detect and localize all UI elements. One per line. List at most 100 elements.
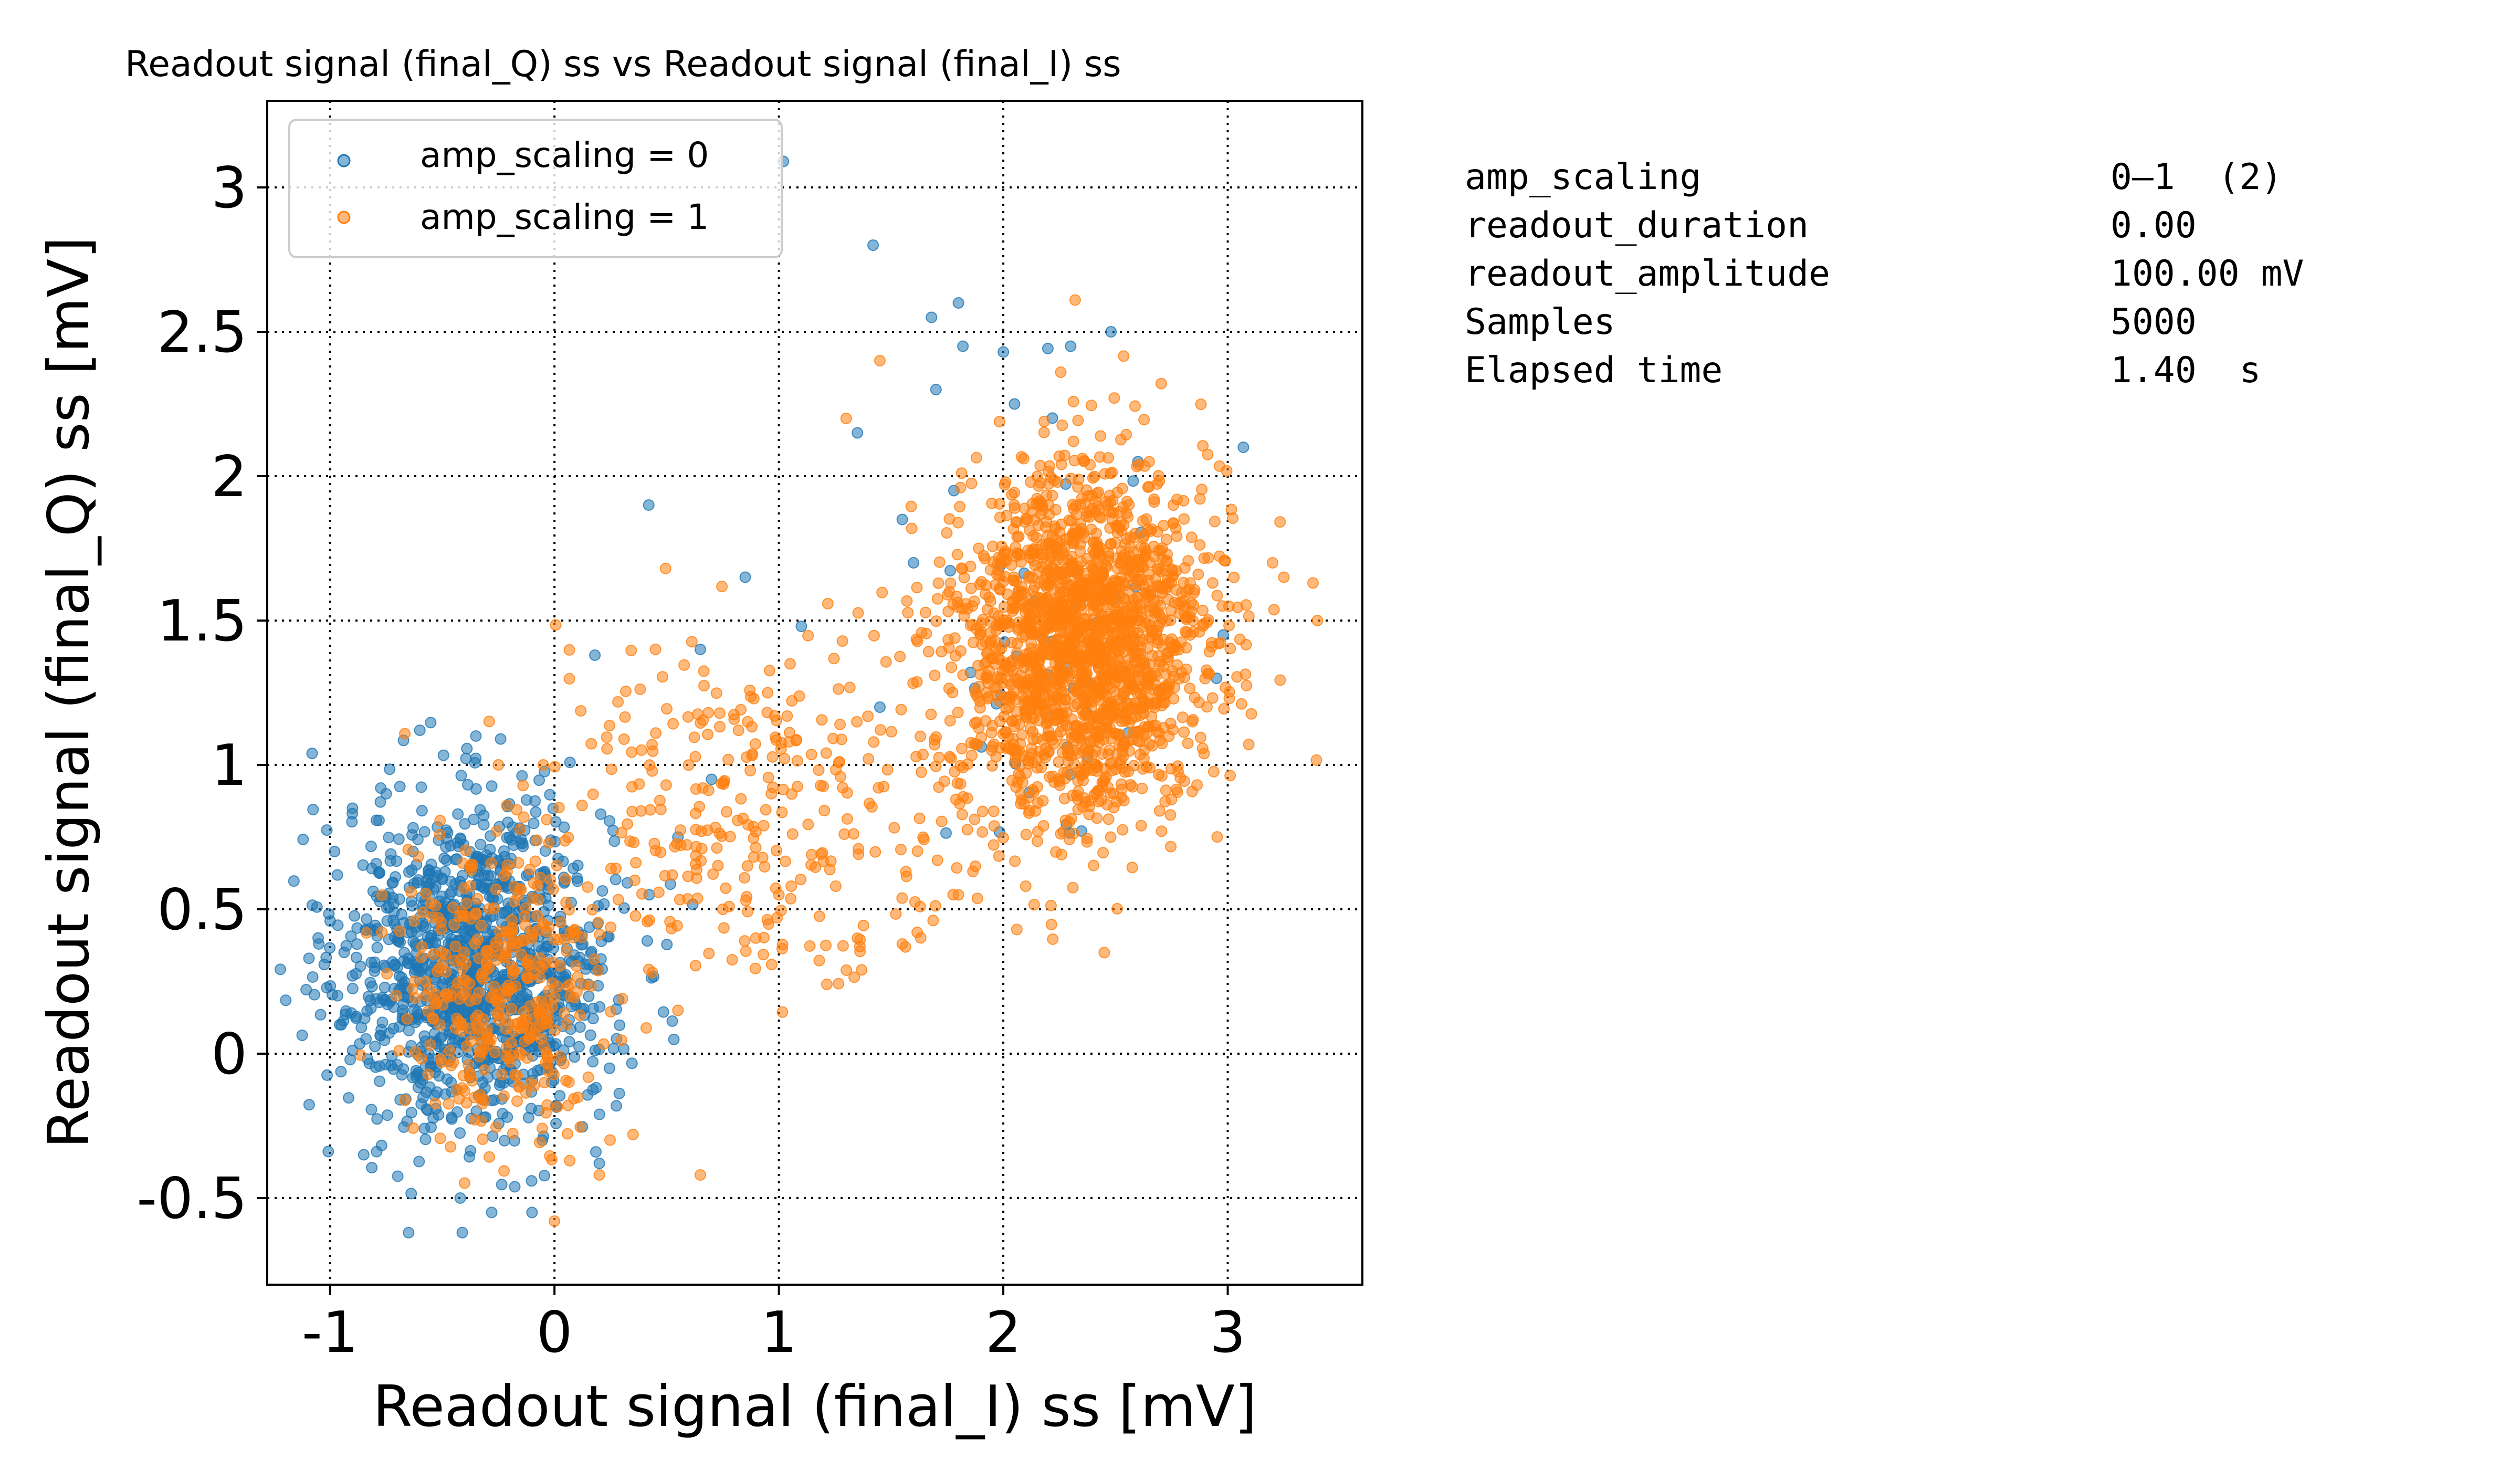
scatter-point [466,1075,478,1087]
scatter-point [1194,539,1206,551]
scatter-point [539,1170,550,1182]
scatter-point [1126,862,1138,874]
scatter-point [864,797,875,810]
scatter-point [1167,517,1179,529]
scatter-point [661,703,673,715]
scatter-point [593,1158,605,1169]
scatter-point [1206,577,1219,589]
scatter-point [460,752,472,764]
scatter-point [437,978,449,990]
scatter-point [1032,826,1044,838]
scatter-point [851,716,863,728]
scatter-point [833,978,845,990]
scatter-point [1006,603,1018,614]
scatter-point [452,808,464,820]
scatter-point [914,812,926,824]
scatter-point [459,818,471,830]
scatter-point [605,921,617,933]
scatter-point [1101,499,1114,511]
scatter-point [791,755,803,767]
scatter-point [555,916,566,928]
scatter-point [1063,514,1075,527]
scatter-point [582,881,594,893]
scatter-point [765,959,778,971]
scatter-point [813,764,825,776]
scatter-point [988,839,1000,851]
scatter-point [406,829,418,841]
scatter-point [682,711,694,723]
scatter-point [1087,502,1099,514]
scatter-point [1064,641,1076,653]
scatter-point [449,1022,461,1034]
scatter-point [425,932,437,944]
scatter-point [1172,765,1184,778]
scatter-point [366,1162,378,1174]
scatter-point [649,644,662,655]
scatter-point [601,731,613,743]
scatter-point [943,642,955,654]
scatter-point [636,888,648,900]
scatter-point [1153,805,1166,817]
scatter-point [561,945,573,957]
scatter-point [604,1134,616,1146]
scatter-point [933,556,946,568]
scatter-point [549,1024,561,1036]
scatter-point [608,835,621,847]
scatter-point [475,1093,487,1105]
scatter-point [572,859,584,872]
scatter-point [407,1122,419,1134]
scatter-point [762,687,774,699]
scatter-point [584,1029,596,1041]
scatter-point [1064,833,1075,845]
scatter-point [1119,766,1131,778]
scatter-point [551,1101,563,1113]
scatter-point [339,1009,351,1021]
scatter-point [1038,426,1050,438]
scatter-point [1021,513,1033,526]
scatter-point [616,993,628,1005]
scatter-point [350,951,362,963]
scatter-point [878,781,890,793]
scatter-point [820,939,832,951]
scatter-point [1004,690,1016,702]
scatter-point [629,874,640,886]
scatter-point [471,893,484,905]
scatter-point [1116,606,1128,618]
scatter-point [592,964,604,976]
scatter-point [498,907,510,919]
scatter-point [1118,670,1130,682]
scatter-point [381,968,393,980]
scatter-point [703,948,715,960]
scatter-point [381,915,393,927]
scatter-point [526,1175,538,1187]
scatter-point [1108,392,1120,404]
scatter-point [1125,557,1137,569]
scatter-point [405,1188,417,1200]
scatter-point [646,967,658,979]
scatter-point [1153,769,1165,781]
y-tick-label: 2.5 [157,300,247,365]
scatter-point [553,802,565,814]
scatter-point [512,857,524,869]
scatter-point [521,1052,533,1064]
scatter-point [618,733,630,745]
scatter-point [418,826,430,838]
scatter-point [954,481,967,494]
scatter-point [519,1035,531,1047]
scatter-point [589,649,601,661]
scatter-point [1180,663,1192,675]
scatter-point [515,833,527,845]
scatter-point [604,720,616,731]
scatter-point [399,1094,411,1106]
scatter-point [836,733,848,746]
scatter-point [435,923,447,936]
scatter-point [813,910,825,922]
scatter-point [1074,632,1086,644]
scatter-point [690,824,702,836]
scatter-point [1132,627,1144,639]
scatter-point [666,1015,678,1027]
scatter-point [383,933,395,946]
scatter-point [425,717,437,729]
scatter-point [314,1009,327,1021]
scatter-point [714,721,726,733]
